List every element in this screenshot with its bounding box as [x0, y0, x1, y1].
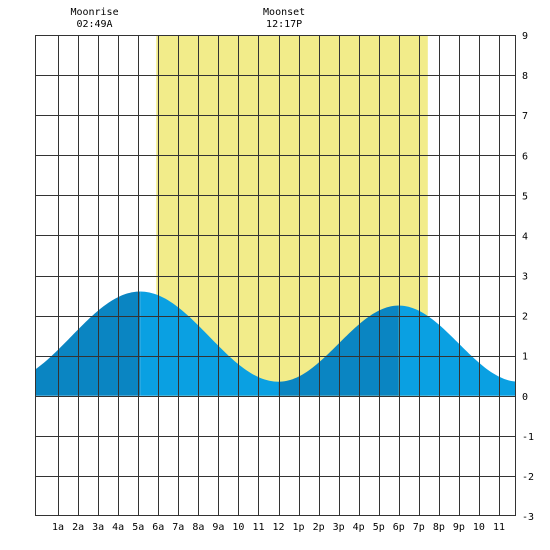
x-tick-label: 10: [473, 522, 485, 533]
moon-event-label: Moonset: [263, 7, 305, 18]
y-tick-label: 2: [522, 312, 528, 323]
x-tick-label: 2p: [313, 522, 325, 533]
x-tick-label: 8a: [192, 522, 204, 533]
tide-rising-area: [278, 305, 399, 396]
moon-event-time: 12:17P: [266, 19, 302, 30]
tide-rising-area: [35, 291, 141, 396]
moon-event-time: 02:49A: [76, 19, 112, 30]
x-tick-label: 4p: [353, 522, 365, 533]
x-tick-label: 11: [252, 522, 264, 533]
x-tick-label: 9p: [453, 522, 465, 533]
y-tick-label: 0: [522, 392, 528, 403]
x-tick-label: 9a: [212, 522, 224, 533]
x-tick-label: 4a: [112, 522, 124, 533]
x-tick-label: 1p: [293, 522, 305, 533]
y-tick-label: 9: [522, 31, 528, 42]
x-tick-label: 12: [272, 522, 284, 533]
y-tick-label: 7: [522, 111, 528, 122]
x-tick-label: 3a: [92, 522, 104, 533]
x-tick-label: 11: [493, 522, 505, 533]
x-tick-label: 8p: [433, 522, 445, 533]
y-tick-label: -3: [522, 512, 534, 523]
x-tick-label: 6p: [393, 522, 405, 533]
x-tick-label: 1a: [52, 522, 64, 533]
x-tick-label: 7p: [413, 522, 425, 533]
x-tick-label: 6a: [152, 522, 164, 533]
moon-event-label: Moonrise: [70, 7, 118, 18]
x-tick-label: 7a: [172, 522, 184, 533]
x-tick-label: 2a: [72, 522, 84, 533]
tide-falling-area: [398, 305, 516, 396]
y-tick-label: 4: [522, 231, 528, 242]
y-tick-label: -1: [522, 432, 534, 443]
y-tick-label: 5: [522, 191, 528, 202]
y-tick-label: 8: [522, 71, 528, 82]
x-tick-label: 5a: [132, 522, 144, 533]
tide-falling-area: [140, 291, 279, 396]
y-tick-label: 3: [522, 272, 528, 283]
x-tick-label: 5p: [373, 522, 385, 533]
x-tick-label: 3p: [333, 522, 345, 533]
y-tick-label: 6: [522, 151, 528, 162]
x-tick-label: 10: [232, 522, 244, 533]
y-tick-label: 1: [522, 352, 528, 363]
plot-frame: [35, 35, 516, 516]
y-tick-label: -2: [522, 472, 534, 483]
